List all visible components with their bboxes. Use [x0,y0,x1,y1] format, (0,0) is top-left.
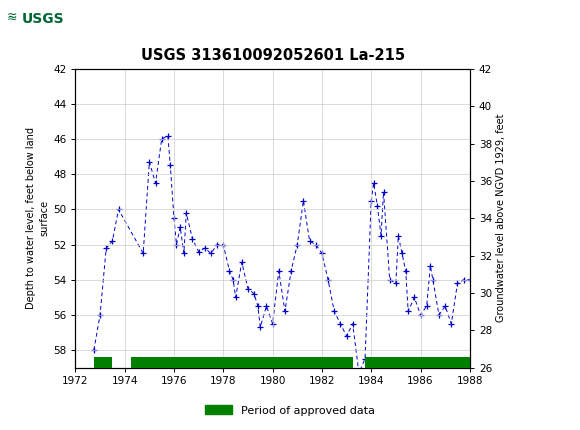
Title: USGS 313610092052601 La-215: USGS 313610092052601 La-215 [140,49,405,64]
FancyBboxPatch shape [131,357,353,368]
FancyBboxPatch shape [365,357,470,368]
Text: ≋: ≋ [7,11,17,24]
Y-axis label: Depth to water level, feet below land
surface: Depth to water level, feet below land su… [26,127,49,309]
Text: USGS: USGS [22,12,65,26]
FancyBboxPatch shape [94,357,113,368]
FancyBboxPatch shape [3,3,78,36]
Legend: Period of approved data: Period of approved data [200,401,380,420]
Y-axis label: Groundwater level above NGVD 1929, feet: Groundwater level above NGVD 1929, feet [496,114,506,322]
